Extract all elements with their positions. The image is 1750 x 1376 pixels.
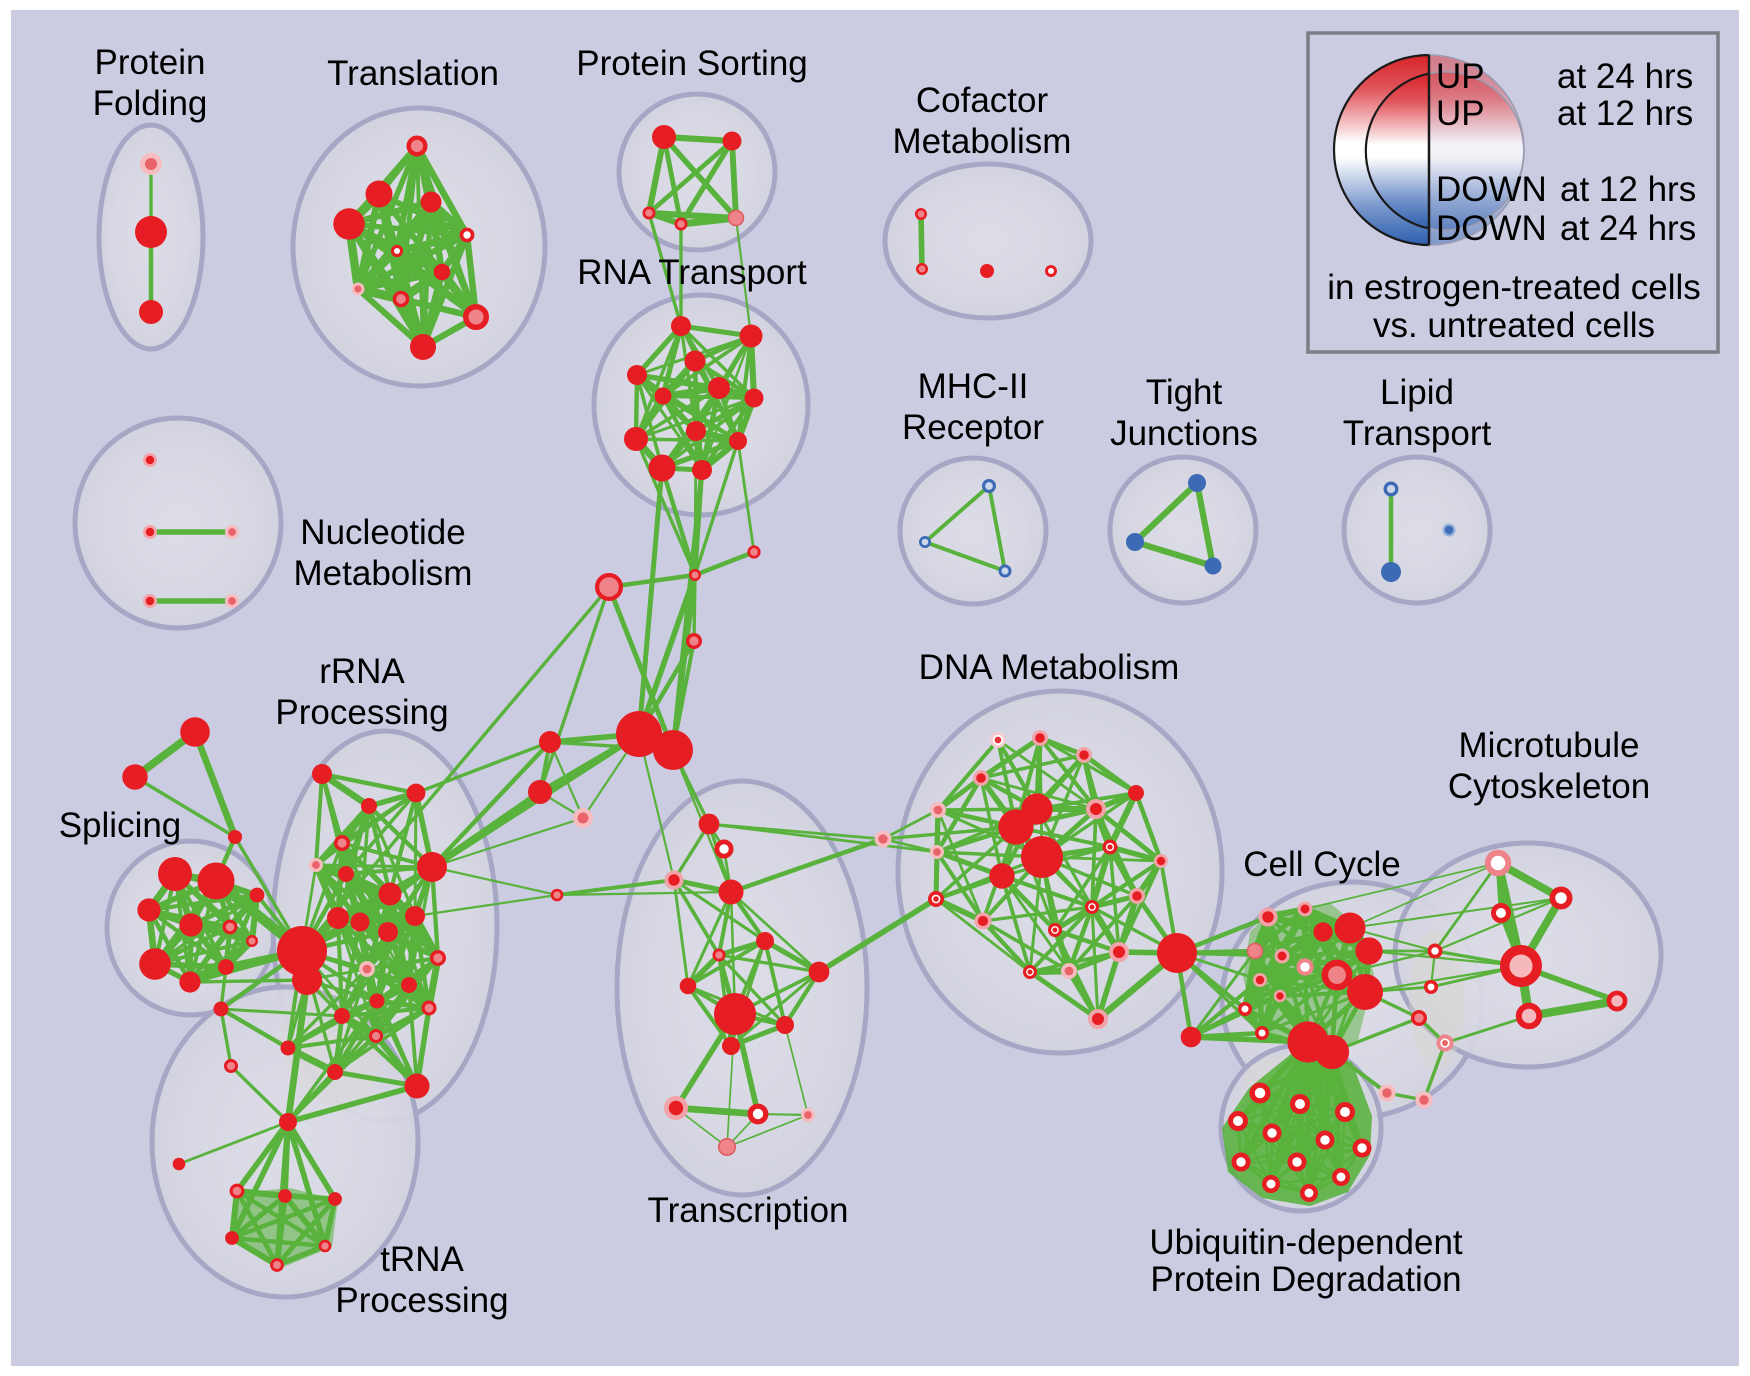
- svg-text:at 12 hrs: at 12 hrs: [1557, 94, 1693, 133]
- svg-text:Processing: Processing: [335, 1281, 508, 1320]
- svg-text:Protein: Protein: [95, 43, 206, 82]
- svg-text:Microtubule: Microtubule: [1459, 726, 1640, 765]
- svg-text:Nucleotide: Nucleotide: [300, 513, 465, 552]
- svg-text:UP: UP: [1436, 57, 1485, 96]
- svg-text:UP: UP: [1436, 94, 1485, 133]
- svg-text:Translation: Translation: [327, 54, 499, 93]
- svg-text:tRNA: tRNA: [380, 1240, 464, 1279]
- svg-text:DOWN: DOWN: [1436, 170, 1547, 209]
- svg-text:Protein Sorting: Protein Sorting: [576, 44, 808, 83]
- svg-text:Metabolism: Metabolism: [893, 122, 1072, 161]
- svg-text:Cell Cycle: Cell Cycle: [1243, 845, 1401, 884]
- svg-text:in estrogen-treated cells: in estrogen-treated cells: [1327, 268, 1701, 307]
- svg-text:Processing: Processing: [275, 693, 448, 732]
- svg-text:Cytoskeleton: Cytoskeleton: [1448, 767, 1650, 806]
- svg-text:rRNA: rRNA: [319, 652, 405, 691]
- svg-text:Ubiquitin-dependent: Ubiquitin-dependent: [1149, 1223, 1463, 1262]
- svg-text:Folding: Folding: [93, 84, 208, 123]
- svg-text:Transcription: Transcription: [648, 1191, 849, 1230]
- svg-text:at 12 hrs: at 12 hrs: [1560, 170, 1696, 209]
- svg-text:Transport: Transport: [1343, 414, 1492, 453]
- svg-text:Protein Degradation: Protein Degradation: [1150, 1260, 1461, 1299]
- svg-text:Tight: Tight: [1146, 373, 1223, 412]
- svg-text:DOWN: DOWN: [1436, 209, 1547, 248]
- svg-text:Junctions: Junctions: [1110, 414, 1258, 453]
- svg-text:RNA Transport: RNA Transport: [577, 253, 807, 292]
- svg-text:Metabolism: Metabolism: [294, 554, 473, 593]
- svg-text:DNA Metabolism: DNA Metabolism: [919, 648, 1180, 687]
- svg-text:Cofactor: Cofactor: [916, 81, 1049, 120]
- svg-text:Splicing: Splicing: [59, 806, 182, 845]
- svg-text:Lipid: Lipid: [1380, 373, 1454, 412]
- svg-text:at 24 hrs: at 24 hrs: [1557, 57, 1693, 96]
- svg-text:Receptor: Receptor: [902, 408, 1044, 447]
- svg-text:at 24 hrs: at 24 hrs: [1560, 209, 1696, 248]
- svg-text:vs. untreated cells: vs. untreated cells: [1373, 306, 1655, 345]
- svg-text:MHC-II: MHC-II: [918, 367, 1029, 406]
